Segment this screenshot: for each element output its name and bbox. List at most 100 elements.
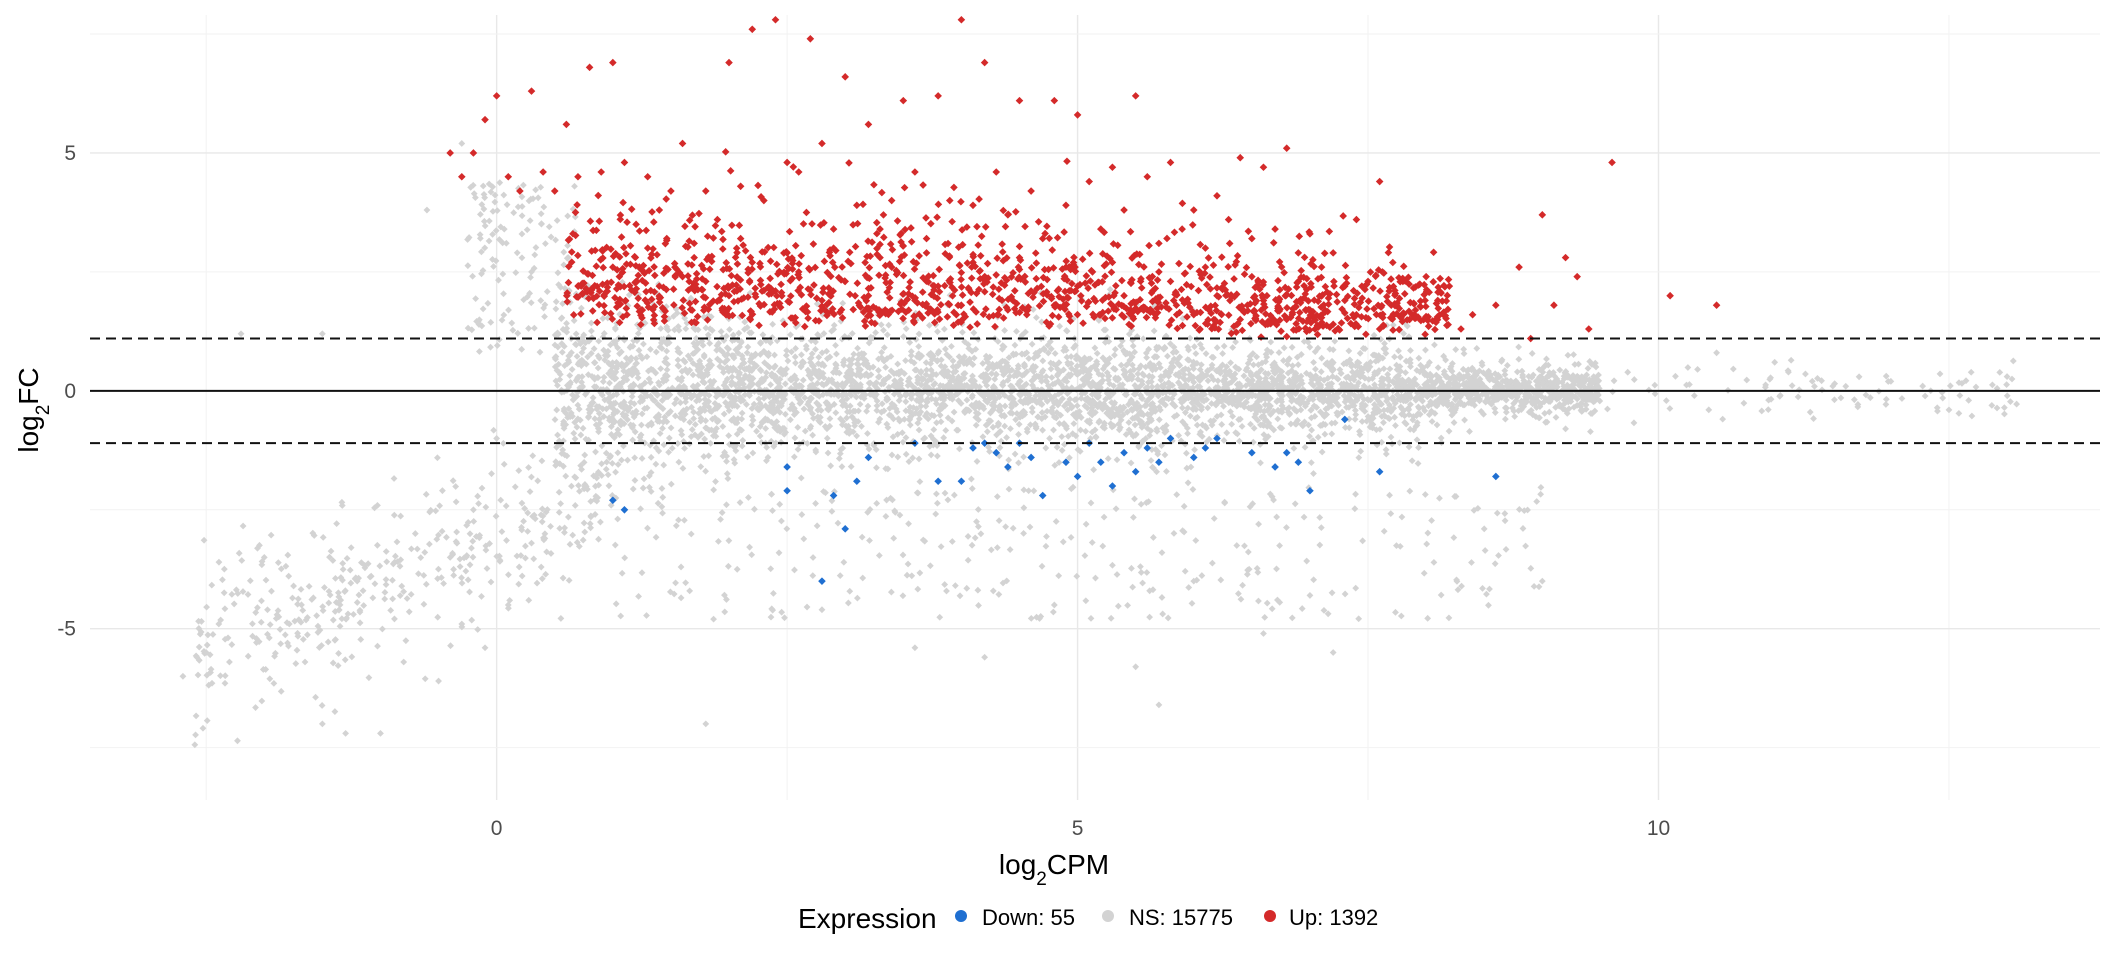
ns-point [777,402,785,410]
ns-point [551,416,559,423]
ns-point [359,587,367,595]
ns-point [337,596,345,604]
ns-point [617,348,625,356]
ns-point [1491,392,1499,400]
ns-point [848,413,856,421]
ns-point [1060,366,1067,374]
ns-point [1371,401,1378,408]
ns-point [553,330,561,338]
ns-point [1158,442,1165,449]
ns-point [665,434,673,442]
ns-point [1360,382,1368,390]
ns-point [734,415,742,423]
ns-point [489,207,497,215]
ns-point [450,571,458,579]
ns-point [690,408,698,416]
ns-point [964,556,972,564]
ns-point [661,413,669,421]
ns-point [930,426,938,434]
ns-point [1135,383,1143,391]
ns-point [691,421,699,428]
ns-point [664,360,671,368]
ns-point [1198,392,1206,400]
ns-point [768,490,776,498]
ns-point [538,220,545,228]
ns-point [706,357,714,365]
ns-point [855,351,863,358]
ns-point [266,621,274,629]
ns-point [946,394,954,402]
ns-point [820,362,828,370]
ns-point [809,431,817,439]
ns-point [271,649,279,657]
ns-point [621,554,629,562]
ns-point [1029,381,1036,389]
ns-point [1129,513,1137,521]
ns-point [592,492,600,500]
ns-point [1321,430,1329,438]
ns-point [1285,355,1293,363]
ns-point [422,490,430,498]
ns-point [1142,363,1150,371]
ns-point [1501,367,1509,374]
ns-point [596,419,604,427]
ns-point [833,350,840,358]
ns-point [782,352,790,359]
ns-point [1270,407,1277,415]
ns-point [1059,395,1066,403]
ns-point [1529,411,1537,419]
ns-point [1264,370,1272,378]
ns-point [753,427,760,435]
ns-point [1280,357,1287,364]
ns-point [1460,373,1468,381]
ns-point [1525,408,1533,416]
ns-point [1242,366,1250,374]
ns-point [1316,375,1324,383]
ns-point [1361,402,1369,409]
ns-point [902,392,910,399]
ns-point [452,483,460,490]
ns-point [540,304,548,312]
ns-point [590,374,598,381]
ns-point [678,431,686,439]
ns-point [1113,571,1121,578]
ns-point [1088,539,1096,546]
ns-point [1314,390,1322,397]
ns-point [1144,419,1152,427]
ns-point [814,331,822,338]
ns-point [217,672,224,680]
ns-point [654,401,662,408]
ns-point [804,366,812,374]
ns-point [832,369,840,376]
ns-points [179,140,2021,749]
ns-point [1083,378,1091,386]
ns-point [1029,306,1037,313]
ns-point [1060,384,1067,392]
ns-point [927,360,934,368]
ns-point [602,449,610,457]
ns-point [518,499,526,507]
ns-point [1522,398,1530,406]
ns-point [1449,360,1456,367]
ns-point [614,449,622,457]
ns-point [1179,366,1187,374]
ns-point [590,383,598,391]
ns-point [878,349,885,356]
ns-point [343,554,351,562]
ns-point [909,411,916,419]
ns-point [1159,424,1167,432]
ns-point [1163,467,1170,475]
ns-point [1071,396,1079,404]
ns-point [577,431,585,439]
ns-point [607,341,614,349]
ns-point [765,389,773,397]
ns-point [728,378,736,386]
ns-point [1115,420,1123,428]
ns-point [490,426,498,434]
ns-point [758,439,765,446]
ns-point [979,433,987,441]
ns-point [1019,385,1026,393]
ns-point [294,595,302,603]
ns-point [592,448,599,456]
ns-point [282,562,290,570]
